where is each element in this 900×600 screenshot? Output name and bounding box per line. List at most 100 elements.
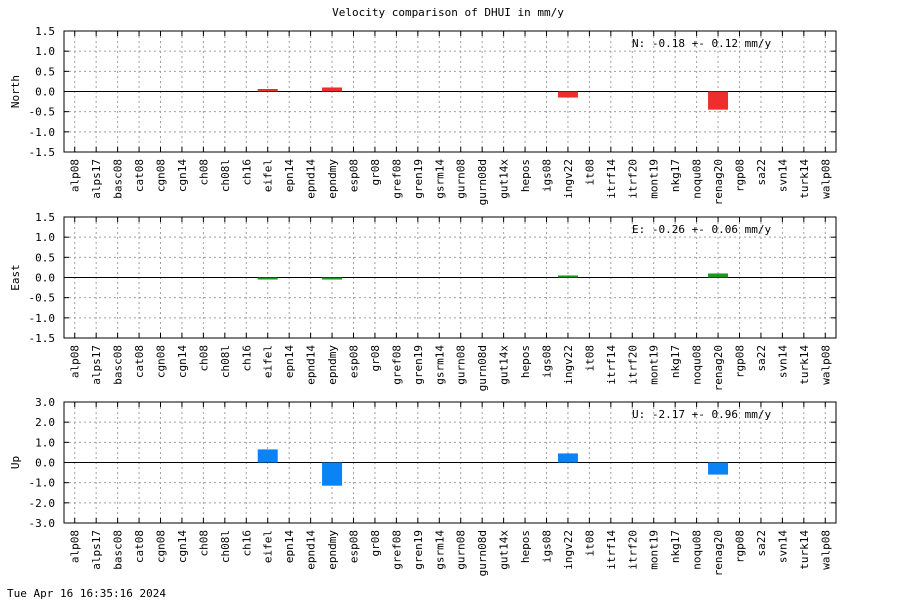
x-tick-label: it08 bbox=[583, 159, 596, 186]
x-tick-label: epnd14 bbox=[305, 159, 318, 199]
plot-frame bbox=[63, 216, 837, 339]
x-tick-label: itrf20 bbox=[626, 159, 639, 199]
y-tick-label: -0.5 bbox=[29, 106, 56, 119]
x-tick-label: noqu08 bbox=[691, 530, 704, 570]
bar-up-ingv22 bbox=[557, 453, 578, 463]
y-tick-label: -1.0 bbox=[29, 126, 56, 139]
x-tick-label: svn14 bbox=[776, 530, 789, 563]
x-tick-label: mont19 bbox=[648, 159, 661, 199]
x-tick-label: gurn08 bbox=[455, 159, 468, 199]
x-tick-label: it08 bbox=[583, 530, 596, 557]
y-tick-label: -1.0 bbox=[29, 477, 56, 490]
y-tick-label: 0.0 bbox=[35, 86, 55, 99]
x-tick-label: gut14x bbox=[498, 159, 511, 199]
x-tick-label: cat08 bbox=[133, 345, 146, 378]
x-tick-label: cgn08 bbox=[155, 345, 168, 378]
x-tick-label: esp08 bbox=[348, 159, 361, 192]
x-tick-label: alp08 bbox=[69, 159, 82, 192]
y-tick-label: 1.5 bbox=[35, 25, 55, 38]
x-tick-label: gurn08 bbox=[455, 530, 468, 570]
x-tick-label: renag20 bbox=[712, 345, 725, 391]
y-axis-label: East bbox=[9, 264, 22, 291]
bar-east-epndmy bbox=[322, 277, 343, 280]
panel-east: 1.5 1.0 0.5 0.0 -0.5 -1.0 -1.5 alp08 alps17 basc0… bbox=[9, 211, 837, 391]
x-tick-label: ingv22 bbox=[562, 345, 575, 385]
bar-north-epndmy bbox=[322, 87, 343, 92]
x-tick-label: mont19 bbox=[648, 345, 661, 385]
panel-north: 1.5 1.0 0.5 0.0 -0.5 -1.0 -1.5 alp08 alps17 basc0… bbox=[9, 25, 837, 205]
x-tick-label: rgp08 bbox=[734, 159, 747, 192]
y-tick-label: 0.5 bbox=[35, 251, 55, 264]
x-tick-label: walp08 bbox=[819, 159, 832, 199]
x-tick-label: epndmy bbox=[326, 345, 339, 385]
x-tick-label: turk14 bbox=[798, 159, 811, 199]
y-tick-label: -1.5 bbox=[29, 332, 56, 345]
x-tick-label: gurn08d bbox=[476, 159, 489, 205]
y-axis-label: Up bbox=[9, 456, 22, 469]
y-axis-label: North bbox=[9, 75, 22, 108]
y-tick-label: 3.0 bbox=[35, 396, 55, 409]
panel-annotation: E: -0.26 +- 0.06 mm/y bbox=[632, 223, 771, 236]
x-tick-label: itrf20 bbox=[626, 345, 639, 385]
x-tick-label: gref08 bbox=[390, 159, 403, 199]
x-tick-label: epn14 bbox=[283, 530, 296, 563]
x-tick-label: it08 bbox=[583, 345, 596, 372]
x-tick-label: ingv22 bbox=[562, 530, 575, 570]
x-tick-label: ch16 bbox=[240, 159, 253, 186]
panel-up: 3.0 2.0 1.0 0.0 -1.0 -2.0 -3.0 alp08 alps17 basc0… bbox=[9, 396, 837, 576]
x-tick-label: eifel bbox=[262, 159, 275, 192]
x-tick-label: nkg17 bbox=[669, 159, 682, 192]
x-tick-label: epndmy bbox=[326, 530, 339, 570]
x-tick-label: mont19 bbox=[648, 530, 661, 570]
x-tick-label: ch16 bbox=[240, 345, 253, 372]
x-tick-label: ingv22 bbox=[562, 159, 575, 199]
x-tick-label: cgn14 bbox=[176, 530, 189, 563]
x-tick-label: epnd14 bbox=[305, 345, 318, 385]
x-tick-label: alp08 bbox=[69, 345, 82, 378]
bar-north-ingv22 bbox=[557, 91, 578, 98]
timestamp: Tue Apr 16 16:35:16 2024 bbox=[7, 587, 166, 600]
x-tick-label: gren19 bbox=[412, 159, 425, 199]
x-tick-label: esp08 bbox=[348, 530, 361, 563]
x-tick-label: sa22 bbox=[755, 530, 768, 557]
y-tick-label: 0.0 bbox=[35, 272, 55, 285]
y-tick-label: 2.0 bbox=[35, 416, 55, 429]
x-tick-label: basc08 bbox=[112, 159, 125, 199]
x-tick-label: walp08 bbox=[819, 345, 832, 385]
x-tick-label: eifel bbox=[262, 530, 275, 563]
x-tick-label: gr08 bbox=[369, 530, 382, 557]
x-tick-label: igs08 bbox=[541, 159, 554, 192]
x-tick-label: alp08 bbox=[69, 530, 82, 563]
x-tick-label: esp08 bbox=[348, 345, 361, 378]
bar-east-ingv22 bbox=[557, 275, 578, 278]
x-tick-label: alps17 bbox=[90, 159, 103, 199]
x-tick-label: basc08 bbox=[112, 345, 125, 385]
x-tick-label: alps17 bbox=[90, 530, 103, 570]
panel-annotation: U: -2.17 +- 0.96 mm/y bbox=[632, 408, 771, 421]
x-tick-label: gsrm14 bbox=[433, 345, 446, 385]
x-tick-label: ch08 bbox=[197, 530, 210, 557]
x-tick-label: gsrm14 bbox=[433, 530, 446, 570]
x-tick-label: noqu08 bbox=[691, 345, 704, 385]
x-tick-label: svn14 bbox=[776, 159, 789, 192]
x-tick-label: cat08 bbox=[133, 530, 146, 563]
bar-east-eifel bbox=[257, 277, 278, 280]
x-tick-label: hepos bbox=[519, 530, 532, 563]
x-tick-label: gr08 bbox=[369, 159, 382, 186]
x-tick-label: ch08l bbox=[219, 345, 232, 378]
x-tick-label: hepos bbox=[519, 159, 532, 192]
x-tick-label: noqu08 bbox=[691, 159, 704, 199]
x-tick-label: gut14x bbox=[498, 530, 511, 570]
x-tick-label: nkg17 bbox=[669, 530, 682, 563]
x-tick-label: gurn08 bbox=[455, 345, 468, 385]
x-tick-label: ch08l bbox=[219, 530, 232, 563]
x-tick-label: ch08 bbox=[197, 159, 210, 186]
y-tick-label: 1.0 bbox=[35, 45, 55, 58]
bar-north-eifel bbox=[257, 89, 278, 92]
y-tick-label: 0.0 bbox=[35, 457, 55, 470]
x-tick-label: cgn08 bbox=[155, 530, 168, 563]
x-tick-label: gref08 bbox=[390, 345, 403, 385]
x-tick-label: ch16 bbox=[240, 530, 253, 557]
x-tick-label: epn14 bbox=[283, 159, 296, 192]
